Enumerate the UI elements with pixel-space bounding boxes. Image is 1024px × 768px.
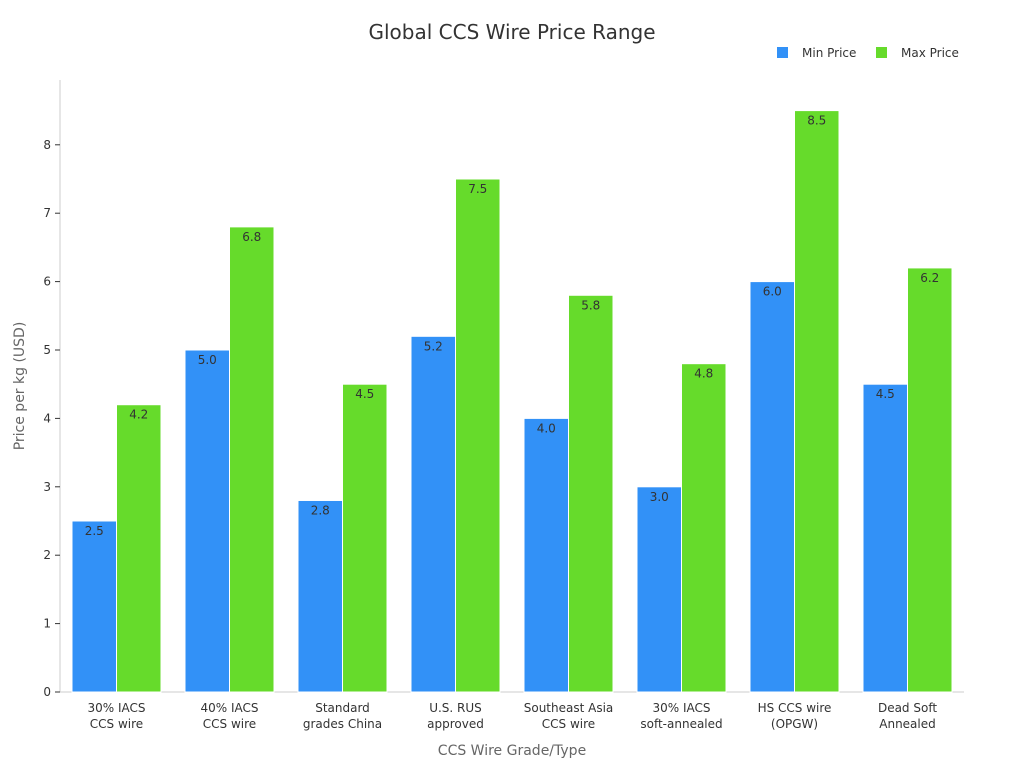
data-label: 4.5 — [876, 387, 895, 401]
y-tick-label: 8 — [43, 138, 51, 152]
data-label: 6.2 — [920, 271, 939, 285]
x-tick-label: Dead Soft — [878, 701, 937, 715]
data-label: 4.0 — [537, 421, 556, 435]
bar-max-price — [794, 110, 840, 693]
x-tick-label: 30% IACS — [87, 701, 145, 715]
legend-label-min-price: Min Price — [802, 46, 857, 60]
bar-max-price — [907, 267, 953, 693]
chart-title: Global CCS Wire Price Range — [368, 20, 656, 44]
legend-label-max-price: Max Price — [901, 46, 959, 60]
y-tick-label: 1 — [43, 617, 51, 631]
data-label: 5.2 — [424, 339, 443, 353]
axes: 0 1 2 3 4 5 6 7 8 30% IACS CCS wire 40% IACS CCS wir… — [43, 80, 964, 731]
x-tick-label: approved — [427, 717, 484, 731]
x-tick-label: CCS wire — [203, 717, 256, 731]
y-tick-label: 5 — [43, 343, 51, 357]
data-label: 4.8 — [694, 367, 713, 381]
x-tick-label: 40% IACS — [200, 701, 258, 715]
bar-max-price — [342, 383, 388, 693]
y-tick-label: 6 — [43, 275, 51, 289]
legend-swatch-min-price — [777, 47, 788, 58]
x-tick-label: Annealed — [879, 717, 936, 731]
data-label: 4.2 — [129, 408, 148, 422]
bar-min-price — [71, 520, 117, 693]
x-axis-title: CCS Wire Grade/Type — [438, 743, 586, 759]
data-label: 2.5 — [85, 524, 104, 538]
data-label: 7.5 — [468, 182, 487, 196]
bar-max-price — [681, 363, 727, 693]
legend-item-min-price[interactable]: Min Price — [777, 46, 856, 60]
legend-swatch-max-price — [876, 47, 887, 58]
bar-max-price — [116, 404, 162, 693]
x-tick-label: 30% IACS — [652, 701, 710, 715]
y-tick-label: 2 — [43, 548, 51, 562]
data-label: 6.8 — [242, 230, 261, 244]
bar-min-price — [636, 486, 682, 693]
bar-min-price — [184, 349, 230, 693]
data-label: 2.8 — [311, 503, 330, 517]
bar-min-price — [862, 383, 908, 693]
bar-max-price — [568, 294, 614, 693]
legend-item-max-price[interactable]: Max Price — [876, 46, 959, 60]
data-label: 8.5 — [807, 114, 826, 128]
y-tick-label: 7 — [43, 206, 51, 220]
y-tick-label: 3 — [43, 480, 51, 494]
x-tick-label: (OPGW) — [771, 717, 818, 731]
data-label: 3.0 — [650, 490, 669, 504]
bar-min-price — [749, 281, 795, 693]
bar-min-price — [297, 499, 343, 693]
bars — [71, 110, 953, 693]
x-tick-label: HS CCS wire — [758, 701, 832, 715]
data-label: 4.5 — [355, 387, 374, 401]
x-tick-label: Standard — [315, 701, 370, 715]
y-axis-title: Price per kg (USD) — [12, 322, 28, 451]
y-tick-label: 4 — [43, 411, 51, 425]
x-tick-label: U.S. RUS — [429, 701, 482, 715]
y-tick-label: 0 — [43, 685, 51, 699]
bar-min-price — [410, 335, 456, 693]
data-label: 5.8 — [581, 298, 600, 312]
x-tick-label: grades China — [303, 717, 382, 731]
data-label: 6.0 — [763, 285, 782, 299]
bar-max-price — [229, 226, 275, 693]
x-tick-label: soft-annealed — [640, 717, 722, 731]
x-tick-label: CCS wire — [542, 717, 595, 731]
bar-max-price — [455, 178, 501, 693]
data-labels: 2.5 4.2 5.0 6.8 2.8 4.5 5.2 7.5 4.0 5.8 3.0 4.8 6.0 8… — [85, 114, 940, 538]
bar-min-price — [523, 417, 569, 693]
data-label: 5.0 — [198, 353, 217, 367]
x-tick-label: CCS wire — [90, 717, 143, 731]
x-tick-label: Southeast Asia — [524, 701, 614, 715]
